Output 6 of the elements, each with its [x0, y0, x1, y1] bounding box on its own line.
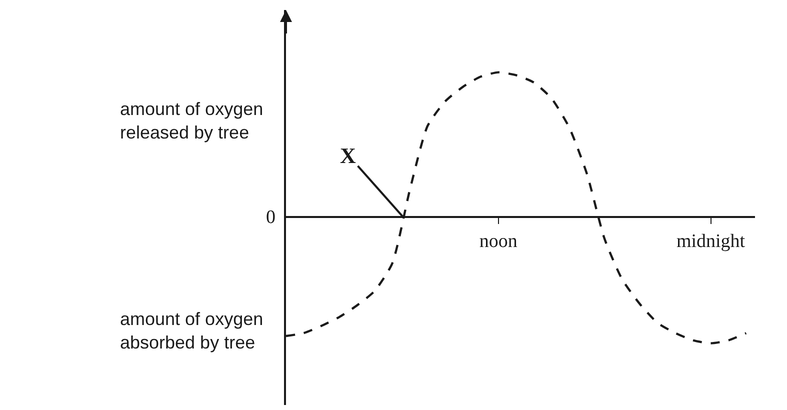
annotation: X	[340, 143, 356, 168]
text: amount of oxygen released by tree	[120, 99, 264, 142]
x-tick-label: midnight	[676, 230, 746, 252]
x-tick-label: noon	[479, 230, 518, 252]
text: amount of oxygen absorbed by tree	[120, 309, 264, 352]
text: 0	[266, 207, 276, 228]
